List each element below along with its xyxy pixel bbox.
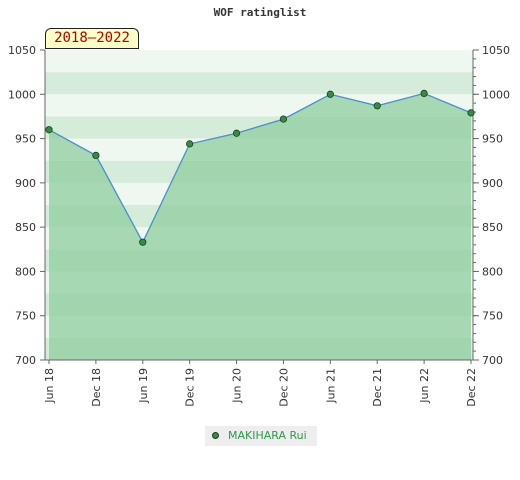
- background-band: [45, 72, 473, 95]
- data-point: [232, 129, 241, 137]
- y-tick-label-left: 1000: [8, 88, 36, 101]
- data-point: [467, 109, 475, 117]
- period-badge: 2018–2022: [45, 28, 139, 49]
- x-tick-label: Jun 19: [137, 368, 150, 404]
- x-tick-label: Dec 20: [277, 368, 290, 407]
- y-tick-label-left: 750: [15, 310, 36, 323]
- background-band: [45, 50, 473, 73]
- x-tick-label: Dec 22: [465, 368, 478, 407]
- y-tick-label-right: 850: [482, 221, 503, 234]
- y-tick-label-right: 900: [482, 177, 503, 190]
- y-tick-label-right: 1000: [482, 88, 510, 101]
- y-tick-label-left: 900: [15, 177, 36, 190]
- data-point: [186, 140, 194, 148]
- chart-title: WOF ratinglist: [213, 6, 307, 19]
- data-point: [139, 238, 147, 246]
- y-tick-label-left: 950: [15, 133, 36, 146]
- y-tick-label-left: 700: [15, 354, 36, 367]
- x-tick-label: Jun 20: [231, 368, 244, 404]
- legend-label: MAKIHARA Rui: [228, 429, 307, 442]
- y-tick-label-right: 750: [482, 310, 503, 323]
- data-point: [420, 89, 428, 98]
- data-point: [373, 102, 381, 110]
- y-tick-label-right: 700: [482, 354, 503, 367]
- x-tick-label: Dec 18: [90, 368, 103, 407]
- y-tick-label-right: 800: [482, 265, 503, 278]
- x-tick-label: Dec 19: [184, 368, 197, 407]
- data-point: [45, 126, 53, 134]
- data-point: [279, 115, 288, 123]
- x-tick-label: Dec 21: [371, 368, 384, 407]
- legend-marker-icon: [212, 432, 219, 439]
- legend[interactable]: MAKIHARA Rui: [205, 426, 317, 446]
- y-tick-label-right: 950: [482, 133, 503, 146]
- data-point: [326, 90, 334, 98]
- series-line: [48, 92, 472, 244]
- series-area: [49, 93, 471, 361]
- x-tick-label: Jun 18: [43, 368, 56, 404]
- x-tick-label: Jun 22: [418, 368, 431, 404]
- y-tick-label-right: 1050: [482, 44, 510, 57]
- y-tick-label-left: 850: [15, 221, 36, 234]
- x-tick-label: Jun 21: [324, 368, 337, 404]
- y-tick-label-left: 1050: [8, 44, 36, 57]
- y-tick-label-left: 800: [15, 265, 36, 278]
- data-point: [92, 151, 100, 159]
